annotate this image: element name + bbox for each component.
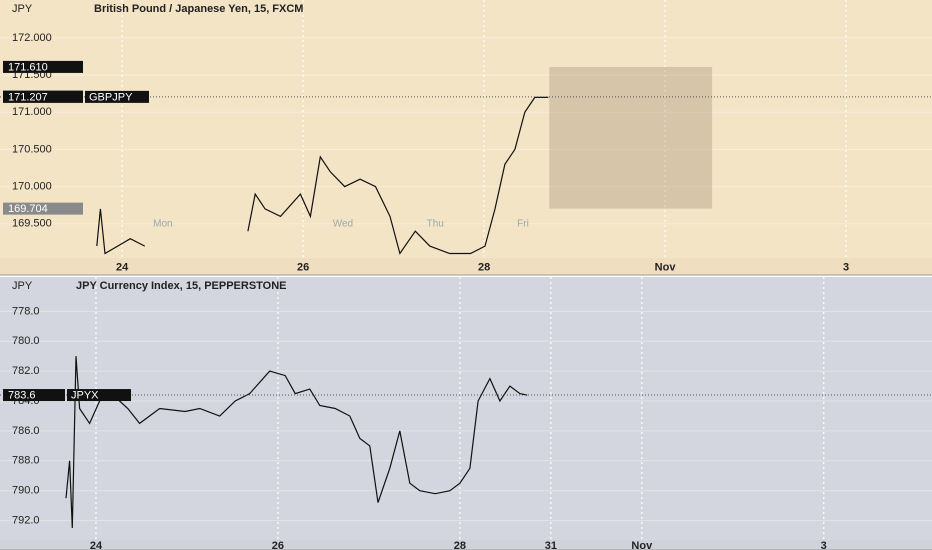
y-tick-label: 780.0 [12, 335, 40, 347]
price-label-bg [3, 389, 65, 402]
panel [0, 0, 932, 275]
chart-title: British Pound / Japanese Yen, 15, FXCM [94, 3, 303, 15]
y-tick-label: 792.0 [12, 514, 40, 526]
x-tick-label: 24 [90, 540, 103, 550]
price-label-bg [3, 90, 83, 103]
x-tick-label: 24 [116, 261, 129, 273]
price-label: 171.610 [8, 61, 48, 73]
symbol-tag: JPYX [71, 389, 99, 401]
y-tick-label: 170.500 [12, 143, 52, 155]
chart-title: JPY Currency Index, 15, PEPPERSTONE [76, 280, 287, 292]
position-box [549, 66, 713, 209]
session-label: Fri [517, 219, 529, 230]
price-label: 783.6 [8, 389, 36, 401]
x-tick-label: 28 [478, 261, 490, 273]
y-tick-label: 788.0 [12, 455, 40, 467]
price-label-bg [3, 202, 83, 215]
x-tick-label: 31 [545, 540, 557, 550]
x-tick-label: 26 [297, 261, 309, 273]
x-tick-label: Nov [655, 261, 677, 273]
symbol-tag-bg [67, 389, 131, 402]
y-tick-label: 786.0 [12, 425, 40, 437]
time-strip [0, 540, 932, 550]
x-tick-label: Nov [631, 540, 653, 550]
price-label: 171.207 [8, 91, 48, 103]
session-label: Wed [333, 219, 353, 230]
session-label: Mon [153, 219, 172, 230]
symbol-tag: GBPJPY [89, 91, 133, 103]
time-strip [0, 258, 932, 275]
price-label-bg [3, 60, 83, 73]
x-tick-label: 3 [821, 540, 827, 550]
x-tick-label: 26 [272, 540, 284, 550]
axis-unit: JPY [12, 280, 33, 292]
y-tick-label: 170.000 [12, 181, 52, 193]
price-line [96, 96, 549, 255]
axis-unit: JPY [12, 3, 33, 15]
y-tick-label: 782.0 [12, 365, 40, 377]
panel [0, 277, 932, 550]
y-tick-label: 171.000 [12, 106, 52, 118]
session-label: Thu [427, 219, 444, 230]
x-tick-label: 3 [843, 261, 849, 273]
y-tick-label: 778.0 [12, 305, 40, 317]
y-tick-label: 169.500 [12, 218, 52, 230]
y-tick-label: 790.0 [12, 485, 40, 497]
price-label: 169.704 [8, 203, 48, 215]
x-tick-label: 28 [454, 540, 466, 550]
y-tick-label: 172.000 [12, 32, 52, 44]
symbol-tag-bg [85, 90, 149, 103]
